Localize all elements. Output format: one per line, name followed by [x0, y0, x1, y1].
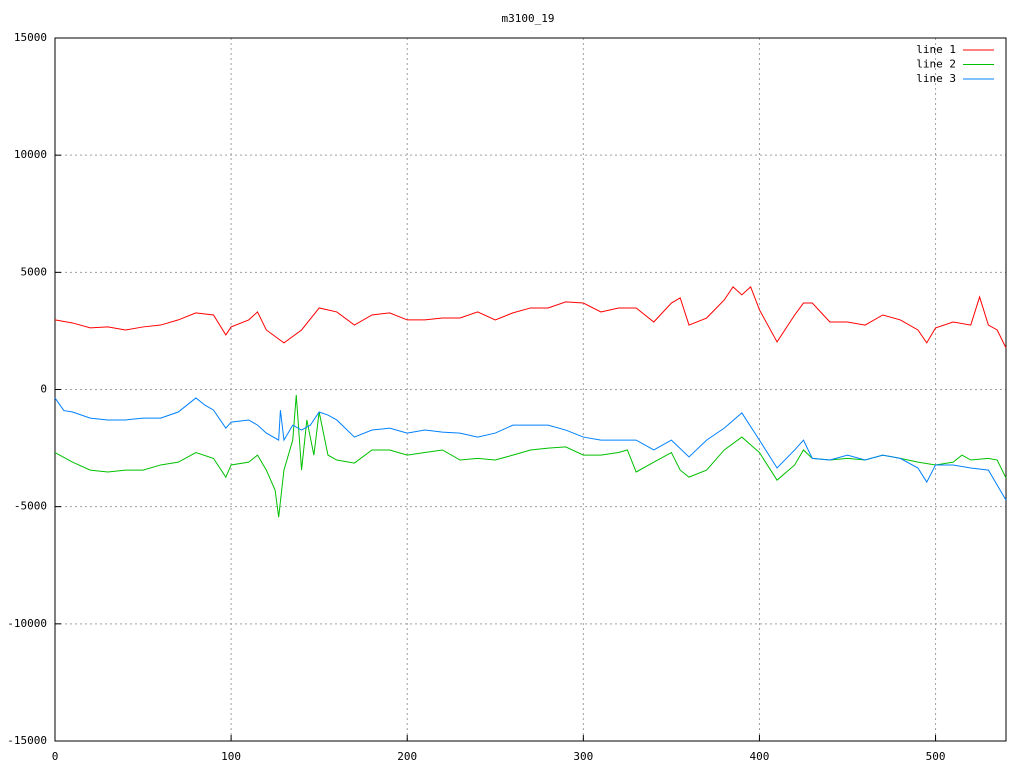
legend-label: line 2 [916, 58, 956, 71]
data-line [54, 397, 1007, 501]
x-tick-label: 400 [750, 750, 770, 763]
data-line [54, 286, 1007, 349]
y-tick-label: 15000 [14, 31, 47, 44]
chart-title: m3100_19 [502, 12, 555, 25]
y-tick-label: 10000 [14, 148, 47, 161]
x-tick-label: 100 [221, 750, 241, 763]
x-tick-label: 500 [926, 750, 946, 763]
y-tick-label: -15000 [7, 734, 47, 747]
x-tick-label: 300 [573, 750, 593, 763]
y-tick-label: -5000 [14, 500, 47, 513]
x-tick-label: 200 [397, 750, 417, 763]
x-tick-label: 0 [52, 750, 59, 763]
plot-frame [54, 37, 1007, 742]
y-tick-label: 5000 [21, 265, 48, 278]
data-line [54, 394, 1007, 518]
y-tick-label: 0 [40, 383, 47, 396]
legend-label: line 3 [916, 72, 956, 85]
legend-label: line 1 [916, 43, 956, 56]
y-tick-label: -10000 [7, 617, 47, 630]
